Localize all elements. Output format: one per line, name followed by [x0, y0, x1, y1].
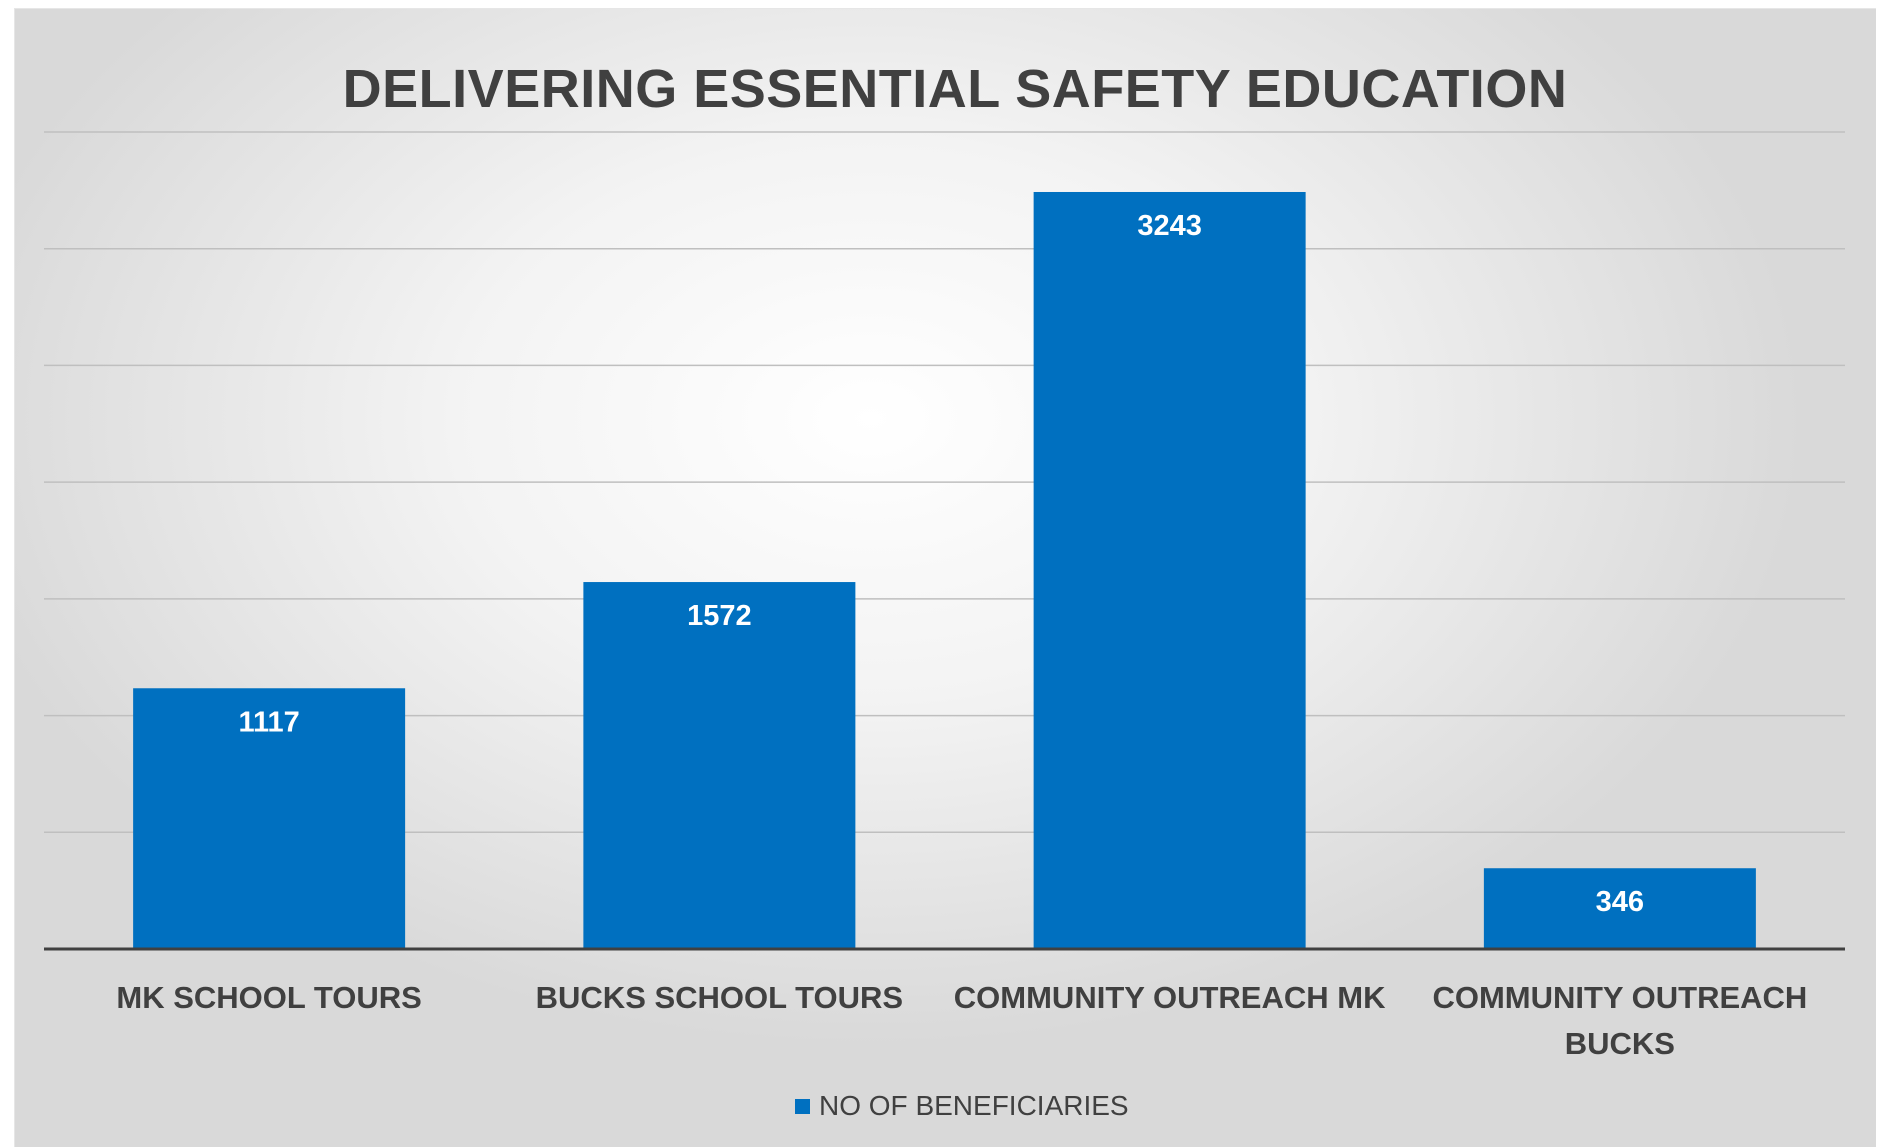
category-label: MK SCHOOL TOURS	[116, 980, 421, 1015]
bar	[133, 688, 406, 949]
bar	[583, 582, 856, 949]
data-label: 1117	[238, 706, 299, 738]
category-label: BUCKS	[1565, 1026, 1675, 1061]
data-label: 1572	[687, 600, 752, 632]
data-label: 3243	[1137, 210, 1202, 242]
chart-area	[14, 8, 1876, 1147]
legend: NO OF BENEFICIARIES	[795, 1090, 1129, 1122]
category-label: COMMUNITY OUTREACH MK	[954, 980, 1386, 1015]
bar	[1483, 868, 1756, 949]
legend-label: NO OF BENEFICIARIES	[819, 1090, 1129, 1121]
category-label: COMMUNITY OUTREACH	[1432, 980, 1807, 1015]
data-label: 346	[1596, 886, 1644, 918]
chart-title: DELIVERING ESSENTIAL SAFETY EDUCATION	[342, 59, 1568, 119]
legend-swatch	[795, 1098, 810, 1114]
category-label: BUCKS SCHOOL TOURS	[536, 980, 903, 1015]
bar	[1033, 191, 1306, 949]
